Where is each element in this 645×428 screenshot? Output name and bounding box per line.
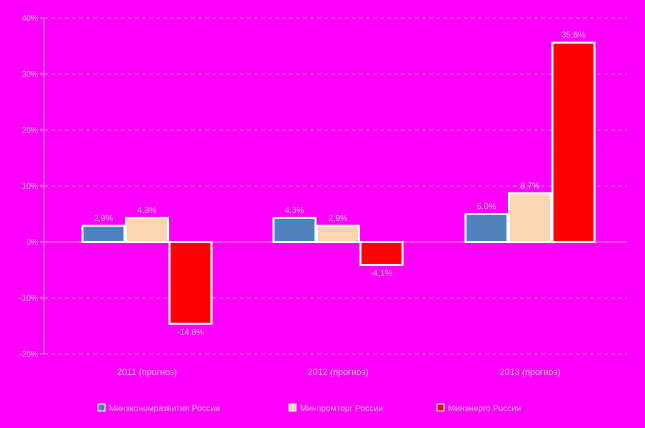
y-tick-label: 10% (22, 182, 38, 191)
y-tick-label: 20% (22, 126, 38, 135)
data-label: 35,6% (561, 30, 586, 40)
y-tick-label: 30% (22, 70, 38, 79)
bars (81, 41, 596, 325)
legend-swatch (288, 403, 297, 412)
data-labels: 2,9% 4,3% 5,0% 4,3% 2,9% 8,7% -14,6% -4,1% 35,6% (94, 30, 586, 337)
legend: Минэкономразвития России Минпромторг Росс… (97, 403, 521, 413)
bar (272, 216, 317, 243)
legend-label: Минэнерго России (448, 403, 521, 413)
y-tick-label: -20% (19, 350, 38, 359)
bar (359, 241, 404, 266)
bar (125, 216, 169, 243)
data-label: 4,3% (285, 205, 305, 215)
legend-swatch (436, 403, 445, 412)
y-tick-label: 40% (22, 14, 38, 23)
bar (316, 224, 360, 243)
x-tick-label: 2012 (прогноз) (308, 367, 369, 377)
x-tick-label: 2011 (прогноз) (117, 367, 177, 377)
bar (508, 192, 552, 243)
legend-label: Минпромторг России (300, 403, 383, 413)
data-label: 2,9% (328, 213, 348, 223)
data-label: 8,7% (520, 180, 540, 190)
legend-swatch (97, 403, 106, 412)
x-tick-label: 2013 (прогноз) (500, 367, 561, 377)
data-label: -14,6% (177, 327, 204, 337)
y-tick-label: 0% (26, 238, 38, 247)
bar (168, 241, 213, 325)
data-label: 4,3% (137, 205, 157, 215)
bar (464, 213, 509, 243)
data-label: 2,9% (94, 213, 114, 223)
bar (551, 41, 596, 243)
x-axis: 2011 (прогноз) 2012 (прогноз) 2013 (прогно… (117, 367, 560, 377)
y-tick-label: -10% (19, 294, 38, 303)
y-axis: 40% 30% 20% 10% 0% -10% -20% (19, 14, 44, 359)
data-label: 5,0% (477, 201, 497, 211)
data-label: -4,1% (370, 268, 393, 278)
legend-label: Минэкономразвития России (109, 403, 220, 413)
bar (81, 224, 126, 243)
